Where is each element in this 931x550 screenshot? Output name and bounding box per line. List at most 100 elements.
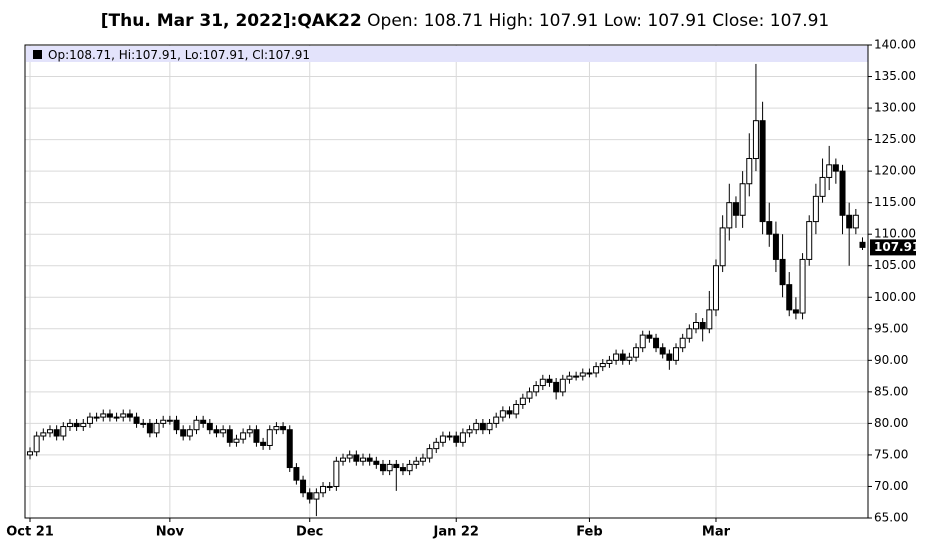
candle-body [366,457,373,462]
candle-body [300,479,307,494]
candle-body [459,432,466,443]
candle-body [693,321,699,330]
candle-body [200,419,207,424]
price-tag [870,239,916,256]
candle-body [686,328,693,339]
candle-body [113,416,120,419]
candle-body [513,403,520,415]
candle-body [839,170,846,216]
candle-body [533,385,540,393]
chart-title: [Thu. Mar 31, 2022]:QAK22 Open: 108.71 H… [101,11,829,31]
candle-body [679,337,686,349]
candle-body [379,463,386,472]
candle-body [193,419,200,431]
y-tick-label: 65.00 [874,511,908,525]
candle-body [519,397,526,405]
candle-body [246,429,253,434]
candle-body [60,426,67,437]
x-tick-label: Mar [702,525,731,540]
candle-body [173,419,180,431]
candle-body [426,448,433,459]
candle-body [353,454,360,462]
high-value: 107.91 [539,11,598,31]
candle-body [739,183,746,216]
candle-body [340,457,347,462]
candle-body [213,429,220,434]
candle-body [832,164,839,172]
legend-open: 108.71 [69,48,111,62]
candle-body [799,258,806,314]
candle-body [706,309,713,330]
low-value: 107.91 [647,11,706,31]
candle-body [752,120,759,160]
candle-body [140,422,147,425]
candle-body [453,435,460,443]
candle-body [486,422,493,431]
y-tick-label: 125.00 [874,132,916,146]
axes: 65.00 70.00 75.00 80.00 85.00 90.00 95.00 100.0… [6,38,920,540]
candle-body [559,378,566,393]
x-tick-label: Nov [156,525,185,540]
candle-body [699,321,706,330]
candle-body [852,214,859,229]
legend-close-label: , Cl: [245,48,268,62]
y-tick-label: 130.00 [874,101,916,115]
candle-body [80,422,87,428]
candle-body [599,362,606,368]
candle-body [273,426,280,431]
y-tick-label: 120.00 [874,164,916,178]
open-label: Open: [367,11,418,31]
candle-body [180,429,187,437]
candle-body [333,460,340,487]
candle-body [726,202,733,229]
candle-body [479,422,486,431]
legend-text: Op:108.71, Hi:107.91, Lo:107.91, Cl:107.… [48,48,310,62]
candle-body [53,429,60,437]
candle-body [846,214,853,229]
candle-body [439,435,446,443]
y-tick-label: 90.00 [874,353,908,367]
candle-body [593,366,600,374]
y-tick-label: 135.00 [874,69,916,83]
candles [27,63,866,517]
candle-body [253,429,260,443]
x-tick-label: Feb [576,525,602,540]
close-label: Close: [712,11,764,31]
candle-body [719,227,726,267]
candle-body [653,337,660,349]
candle-body [826,164,833,178]
candle-body [320,485,327,494]
candle-body [446,435,453,438]
candle-body [772,233,779,260]
y-tick-label: 70.00 [874,479,908,493]
candle-body [346,454,353,459]
candle-body [393,463,400,469]
candle-body [33,435,40,453]
candle-body [859,241,866,248]
candle-body [46,429,53,434]
candle-body [646,334,653,339]
x-tick-label: Oct 21 [6,525,54,540]
candle-body [293,467,300,481]
y-tick-label: 105.00 [874,258,916,272]
candle-body [819,176,826,197]
candle-body [313,492,320,500]
y-tick-label: 140.00 [874,38,916,52]
candle-body [812,195,819,223]
y-tick-label: 85.00 [874,384,908,398]
candle-body [673,347,680,361]
candle-body [792,309,799,314]
candle-body [433,441,440,450]
candle-body [619,353,626,361]
candle-body [579,372,586,377]
candle-body [526,391,533,399]
candle-body [40,432,47,437]
candle-body [779,258,786,286]
candle-body [613,353,620,361]
legend-swatch [33,50,42,59]
candle-body [553,381,560,393]
candle-body [126,413,133,418]
legend-high: 107.91 [135,48,177,62]
candle-body [226,429,233,443]
